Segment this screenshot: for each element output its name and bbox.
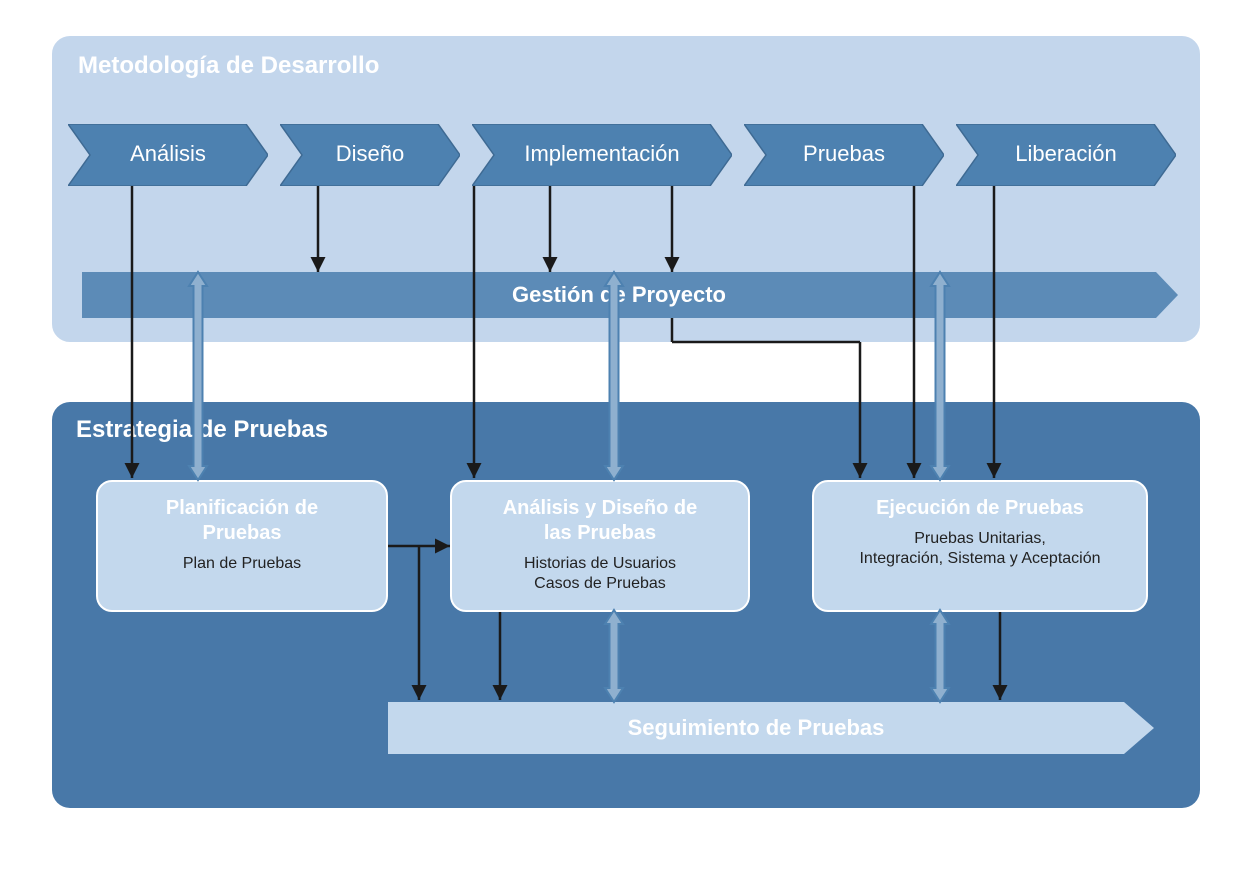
phase-chevron: Implementación xyxy=(472,124,732,186)
phase-chevron: Diseño xyxy=(280,124,460,186)
card-title: Análisis y Diseño delas Pruebas xyxy=(464,496,736,546)
strategy-card: Ejecución de Pruebas Pruebas Unitarias,In… xyxy=(812,480,1148,612)
phase-label: Liberación xyxy=(1015,141,1117,166)
strategy-card: Planificación dePruebas Plan de Pruebas xyxy=(96,480,388,612)
phase-chevron: Análisis xyxy=(68,124,268,186)
arrow-head-icon xyxy=(1124,702,1154,754)
card-title: Planificación dePruebas xyxy=(110,496,374,546)
bottom-panel-title: Estrategia de Pruebas xyxy=(52,402,1200,444)
card-subtitle: Plan de Pruebas xyxy=(110,554,374,574)
phase-label: Implementación xyxy=(524,141,679,166)
phase-chevron: Liberación xyxy=(956,124,1176,186)
arrow-head-icon xyxy=(1156,272,1178,318)
phase-label: Análisis xyxy=(130,141,206,166)
strategy-card: Análisis y Diseño delas Pruebas Historias… xyxy=(450,480,750,612)
card-subtitle: Historias de UsuariosCasos de Pruebas xyxy=(464,554,736,594)
phase-label: Diseño xyxy=(336,141,404,166)
seguimiento-bar-label: Seguimiento de Pruebas xyxy=(388,702,1124,754)
card-title: Ejecución de Pruebas xyxy=(826,496,1134,521)
seguimiento-bar: Seguimiento de Pruebas xyxy=(388,702,1154,754)
gestion-bar-label: Gestión de Proyecto xyxy=(82,272,1156,318)
phase-label: Pruebas xyxy=(803,141,885,166)
top-panel-title: Metodología de Desarrollo xyxy=(54,38,1198,80)
phase-chevron: Pruebas xyxy=(744,124,944,186)
gestion-bar: Gestión de Proyecto xyxy=(82,272,1178,318)
card-subtitle: Pruebas Unitarias,Integración, Sistema y… xyxy=(826,529,1134,569)
